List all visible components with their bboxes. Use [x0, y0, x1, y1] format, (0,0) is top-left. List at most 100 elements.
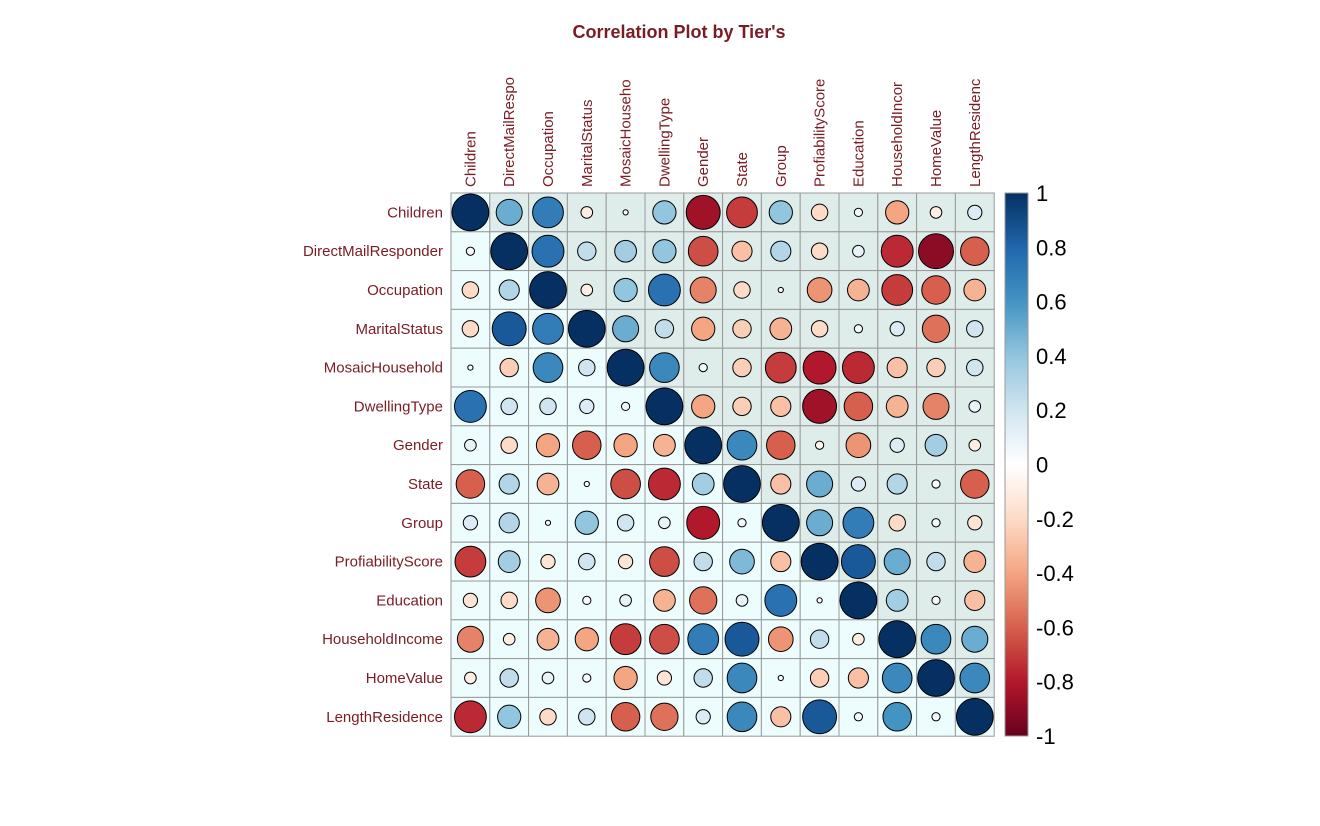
cell-backgrounds — [450, 192, 995, 737]
circle-MaritalStatus-State — [732, 319, 752, 339]
circle-Occupation-Education — [847, 278, 870, 302]
circle-ProfiabilityScore-Children — [454, 545, 487, 578]
circle-DwellingType-HouseholdIncome — [885, 395, 909, 418]
circle-DwellingType-HomeValue — [922, 392, 950, 420]
circle-MaritalStatus-Occupation — [532, 312, 564, 345]
circle-DirectMailResponder-LengthResidence — [960, 236, 990, 266]
circle-Occupation-LengthResidence — [963, 278, 987, 302]
circle-Group-DirectMailResponder — [498, 512, 520, 534]
circle-DwellingType-Group — [770, 395, 792, 417]
circle-Children-MaritalStatus — [580, 206, 594, 219]
cell-5-4 — [605, 386, 646, 427]
circle-MaritalStatus-LengthResidence — [966, 320, 984, 338]
circle-DirectMailResponder-MosaicHousehold — [614, 239, 637, 263]
circle-MaritalStatus-ProfiabilityScore — [810, 320, 829, 338]
colorbar-tick-label: -0.2 — [1036, 507, 1074, 532]
chart-title: Correlation Plot by Tier's — [572, 22, 786, 42]
circle-DwellingType-Gender — [691, 394, 716, 419]
row-label-ProfiabilityScore: ProfiabilityScore — [335, 554, 443, 571]
circle-Gender-Education — [845, 432, 872, 459]
row-label-MosaicHousehold: MosaicHousehold — [324, 360, 443, 377]
circle-DirectMailResponder-ProfiabilityScore — [810, 242, 829, 260]
circle-ProfiabilityScore-MaritalStatus — [578, 552, 596, 571]
circle-Education-ProfiabilityScore — [816, 597, 823, 604]
circle-Children-Occupation — [532, 196, 564, 229]
circle-LengthResidence-Group — [770, 706, 792, 728]
circle-MaritalStatus-Children — [461, 320, 480, 338]
circle-Children-State — [726, 196, 758, 229]
circle-DirectMailResponder-HomeValue — [918, 233, 954, 270]
circle-Education-DirectMailResponder — [500, 591, 518, 610]
colorbar-tick-label: 1 — [1036, 181, 1048, 206]
circle-MaritalStatus-DirectMailResponder — [491, 311, 527, 347]
row-label-DirectMailResponder: DirectMailResponder — [303, 243, 443, 260]
circle-Gender-Group — [766, 430, 796, 460]
circle-MaritalStatus-DwellingType — [654, 319, 675, 339]
circle-HomeValue-HomeValue — [917, 659, 955, 697]
circle-HomeValue-State — [726, 662, 758, 694]
circle-Occupation-HomeValue — [921, 275, 951, 305]
circle-DwellingType-MaritalStatus — [579, 398, 595, 415]
circle-HomeValue-HouseholdIncome — [881, 662, 913, 694]
circle-MosaicHousehold-Gender — [698, 362, 708, 373]
circle-Group-DwellingType — [658, 516, 671, 530]
circle-Gender-DirectMailResponder — [500, 436, 518, 454]
circle-Education-MaritalStatus — [582, 595, 592, 606]
circle-HouseholdIncome-HomeValue — [920, 623, 952, 655]
circle-HomeValue-DirectMailResponder — [499, 668, 519, 688]
circle-State-Group — [770, 473, 792, 495]
column-label-DirectMailRespo: DirectMailRespo — [501, 77, 518, 187]
row-label-Group: Group — [401, 515, 443, 532]
circle-MaritalStatus-HomeValue — [921, 314, 951, 343]
colorbar-tick-label: 0 — [1036, 453, 1048, 478]
colorbar-tick-label: -0.8 — [1036, 670, 1074, 695]
circle-HouseholdIncome-ProfiabilityScore — [809, 629, 830, 649]
row-labels: Children DirectMailResponder Occupation Mar… — [303, 204, 443, 725]
circle-DwellingType-Children — [453, 389, 487, 423]
circle-Education-State — [735, 594, 749, 607]
circle-State-Children — [455, 469, 486, 499]
circle-MaritalStatus-HouseholdIncome — [889, 321, 905, 337]
circle-Children-ProfiabilityScore — [810, 203, 829, 222]
circle-Group-LengthResidence — [967, 515, 983, 531]
circle-Children-LengthResidence — [967, 204, 983, 221]
circle-ProfiabilityScore-HouseholdIncome — [883, 548, 911, 576]
circle-ProfiabilityScore-HomeValue — [926, 551, 946, 572]
cell-6-0 — [450, 425, 491, 466]
row-label-Occupation: Occupation — [367, 282, 443, 299]
column-label-MosaicHouseho: MosaicHouseho — [618, 79, 635, 187]
circle-ProfiabilityScore-DwellingType — [649, 546, 680, 577]
colorbar: 1 0.8 0.6 0.4 0.2 0 -0.2 -0.4 -0.6 -0.8 -1 — [1004, 181, 1074, 749]
circle-Group-Group — [761, 503, 800, 542]
circle-Gender-LengthResidence — [968, 438, 982, 452]
cell-6-4 — [605, 425, 646, 466]
circle-Occupation-Children — [461, 281, 480, 299]
circle-Gender-Children — [464, 438, 477, 452]
circle-ProfiabilityScore-DirectMailResponder — [497, 550, 521, 573]
circle-Education-Children — [462, 592, 479, 609]
circle-DirectMailResponder-State — [731, 240, 753, 262]
circle-Education-Gender — [689, 586, 718, 615]
circle-Education-DwellingType — [653, 589, 676, 612]
circle-HomeValue-Children — [464, 671, 477, 685]
circle-State-MaritalStatus — [583, 480, 590, 488]
circle-DirectMailResponder-Education — [852, 244, 865, 258]
circle-HouseholdIncome-HouseholdIncome — [878, 620, 917, 659]
circle-DirectMailResponder-Gender — [687, 235, 719, 267]
column-label-DwellingType: DwellingType — [656, 98, 673, 187]
circle-MaritalStatus-Group — [769, 317, 793, 341]
circle-MosaicHousehold-Group — [764, 351, 797, 384]
circle-MaritalStatus-MosaicHousehold — [612, 315, 640, 343]
circle-MosaicHousehold-MaritalStatus — [578, 358, 596, 377]
circle-DirectMailResponder-DirectMailResponder — [490, 232, 529, 271]
circle-HouseholdIncome-DwellingType — [649, 623, 680, 655]
circle-Children-DwellingType — [652, 200, 677, 225]
row-label-HouseholdIncome: HouseholdIncome — [322, 631, 443, 648]
circle-State-Education — [850, 476, 867, 492]
circle-LengthResidence-DirectMailResponder — [497, 704, 522, 729]
circle-MosaicHousehold-Occupation — [532, 352, 564, 383]
circle-Occupation-DwellingType — [647, 273, 681, 307]
circle-Gender-State — [726, 429, 758, 461]
row-label-Gender: Gender — [393, 437, 443, 454]
